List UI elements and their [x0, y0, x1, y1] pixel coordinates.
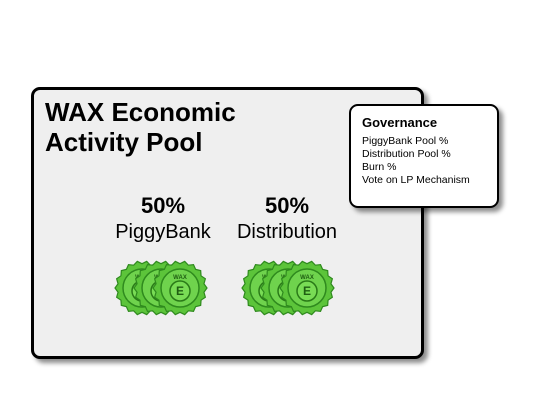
distribution-percent: 50%	[217, 193, 357, 219]
pool-title: WAX Economic Activity Pool	[45, 97, 305, 157]
wax-token-icon: WAX E	[279, 260, 335, 316]
token-center-letter: E	[303, 284, 311, 298]
piggybank-label: PiggyBank	[93, 219, 233, 245]
governance-item-burn: Burn %	[362, 161, 497, 174]
token-ring-text: WAX	[300, 275, 314, 281]
wax-token-icon: WAX E	[152, 260, 208, 316]
distribution-token-stack: WAXEWAXEWAXE	[241, 260, 337, 316]
piggybank-percent: 50%	[93, 193, 233, 219]
distribution-label: Distribution	[217, 219, 357, 245]
governance-item-piggybank: PiggyBank Pool %	[362, 135, 497, 148]
piggybank-token-stack: WAXEWAXEWAXE	[114, 260, 210, 316]
piggybank-column: 50% PiggyBank	[93, 193, 233, 245]
governance-item-vote-lp: Vote on LP Mechanism	[362, 174, 497, 187]
governance-item-distribution: Distribution Pool %	[362, 148, 497, 161]
distribution-column: 50% Distribution	[217, 193, 357, 245]
governance-title: Governance	[362, 115, 497, 131]
governance-card: Governance PiggyBank Pool % Distribution…	[349, 104, 499, 208]
token-ring-text: WAX	[173, 275, 187, 281]
token-center-letter: E	[176, 284, 184, 298]
